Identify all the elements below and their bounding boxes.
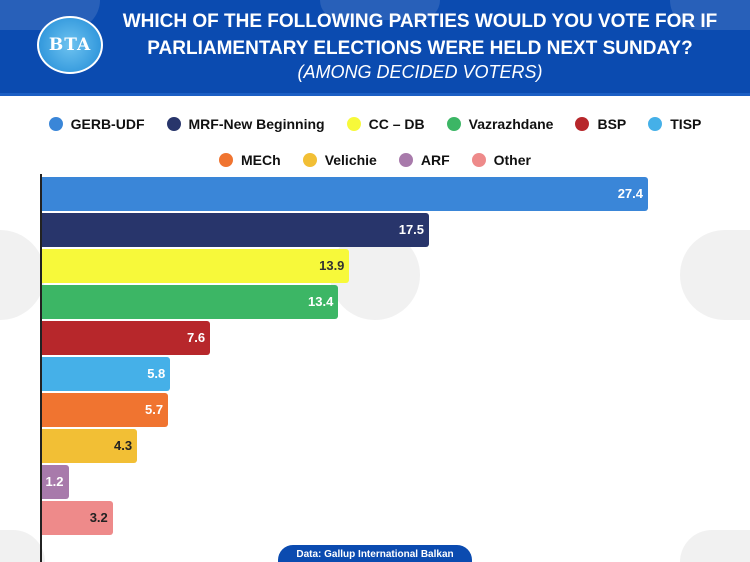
bar-value-label: 1.2 xyxy=(45,474,64,489)
legend-label: BSP xyxy=(597,116,627,132)
logo-text: BTA xyxy=(48,35,92,55)
bar-bsp: 7.6 xyxy=(42,321,211,355)
legend-swatch xyxy=(648,117,663,131)
legend-label: GERB-UDF xyxy=(70,116,145,132)
bar-value-label: 5.8 xyxy=(147,366,166,381)
bar-arf: 1.2 xyxy=(42,465,69,499)
legend-label: Other xyxy=(493,152,531,168)
bar-vazrazhdane: 13.4 xyxy=(42,285,339,319)
legend-label: Vazrazhdane xyxy=(468,116,554,132)
legend-swatch xyxy=(48,117,63,131)
legend-item: CC – DB xyxy=(346,116,425,132)
bar-cc-db: 13.9 xyxy=(42,249,350,283)
legend-item: MRF-New Beginning xyxy=(166,116,325,132)
legend-swatch xyxy=(346,117,361,131)
legend-swatch xyxy=(471,153,486,167)
y-axis-line xyxy=(40,174,42,562)
bar-other: 3.2 xyxy=(42,501,113,535)
bar-value-label: 13.4 xyxy=(308,294,334,309)
legend-row: GERB-UDF MRF-New Beginning CC – DB Vazrazhd… xyxy=(0,106,750,142)
legend-item: MECh xyxy=(219,152,281,168)
bar-mech: 5.7 xyxy=(42,393,169,427)
bar-value-label: 7.6 xyxy=(187,330,206,345)
watermark xyxy=(680,530,750,562)
header-decoration xyxy=(320,0,440,20)
legend-item: ARF xyxy=(398,152,450,168)
bar-gerb-udf: 27.4 xyxy=(42,177,648,211)
header: BTA WHICH OF THE FOLLOWING PARTIES WOULD… xyxy=(0,0,750,96)
legend-item: GERB-UDF xyxy=(48,116,145,132)
legend-item: Vazrazhdane xyxy=(446,116,554,132)
watermark xyxy=(0,230,45,320)
legend-item: Velichie xyxy=(302,152,377,168)
legend-swatch xyxy=(575,117,590,131)
chart-subtitle: (AMONG DECIDED VOTERS) xyxy=(297,62,543,82)
watermark xyxy=(0,530,45,562)
bar-velichie: 4.3 xyxy=(42,429,138,463)
legend-item: TISP xyxy=(648,116,701,132)
legend-label: Velichie xyxy=(324,152,377,168)
chart-title: WHICH OF THE FOLLOWING PARTIES WOULD YOU… xyxy=(122,11,718,59)
bar-value-label: 13.9 xyxy=(319,258,345,273)
bar-tisp: 5.8 xyxy=(42,357,171,391)
bta-logo: BTA xyxy=(37,16,103,74)
watermark xyxy=(680,230,750,320)
legend-swatch xyxy=(219,153,234,167)
legend-swatch xyxy=(398,153,413,167)
bar-value-label: 5.7 xyxy=(144,402,164,417)
legend-swatch xyxy=(302,153,317,167)
legend-label: ARF xyxy=(420,152,450,168)
legend-swatch xyxy=(446,117,461,131)
legend: GERB-UDF MRF-New Beginning CC – DB Vazrazhd… xyxy=(0,106,750,178)
legend-label: TISP xyxy=(670,116,702,132)
header-decoration xyxy=(670,0,750,30)
legend-item: Other xyxy=(471,152,531,168)
legend-label: CC – DB xyxy=(368,116,425,132)
legend-swatch xyxy=(166,117,181,131)
legend-label: MRF-New Beginning xyxy=(188,116,325,132)
legend-row: MECh Velichie ARF Other xyxy=(0,142,750,178)
bar-mrf-new-beginning: 17.5 xyxy=(42,213,430,247)
legend-item: BSP xyxy=(575,116,626,132)
legend-label: MECh xyxy=(241,152,281,168)
bar-value-label: 27.4 xyxy=(617,186,643,201)
source-label: Data: Gallup International Balkan xyxy=(278,545,472,562)
bar-value-label: 17.5 xyxy=(398,222,425,237)
bar-value-label: 3.2 xyxy=(89,510,108,525)
bar-value-label: 4.3 xyxy=(114,438,133,453)
